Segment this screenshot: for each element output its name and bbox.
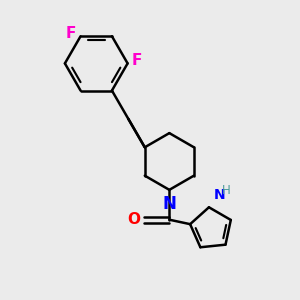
Text: N: N [162,195,176,213]
Text: O: O [128,212,140,227]
Text: H: H [222,184,230,197]
Text: N: N [213,188,225,202]
Text: F: F [132,53,142,68]
Text: F: F [66,26,76,41]
